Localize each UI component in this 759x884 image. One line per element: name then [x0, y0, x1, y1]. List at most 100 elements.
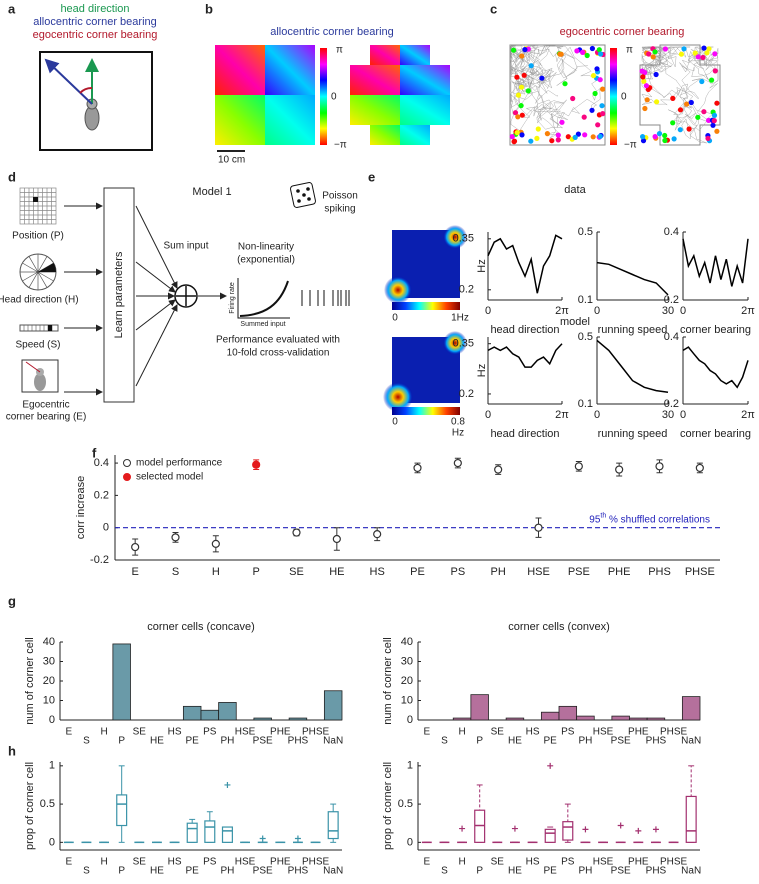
legend-marker	[123, 459, 131, 467]
y-tick-label: -0.2	[90, 554, 109, 566]
bar	[576, 715, 595, 721]
line-series	[596, 339, 669, 394]
x-tick-label: PS	[203, 727, 217, 738]
y-axis-label: Hz	[476, 364, 488, 377]
x-tick-label: PH	[491, 566, 506, 578]
x-tick-label: HS	[168, 857, 182, 868]
input-label: Speed (S)	[15, 340, 60, 351]
bar	[470, 694, 489, 721]
x-tick-label: PHS	[288, 866, 309, 877]
y-tick-label: 0.2	[664, 398, 679, 410]
spike-dot	[512, 110, 519, 116]
data-point	[373, 530, 382, 539]
x-tick-label: NaN	[323, 866, 343, 877]
spike-dot	[597, 77, 603, 83]
curve-axis-label: Firing rate	[229, 282, 236, 314]
x-tick-label: P	[252, 566, 259, 578]
spike-dot	[525, 88, 531, 94]
spike-dot	[670, 120, 676, 126]
y-tick-label: 20	[43, 675, 55, 687]
learn-label: Learn parameters	[113, 251, 125, 338]
spike-dot	[684, 101, 690, 107]
x-tick-label: PE	[410, 566, 425, 578]
spike-dot	[518, 84, 525, 90]
spike-dot	[650, 54, 656, 60]
x-tick-label: HE	[508, 736, 522, 747]
panel-label: h	[8, 743, 16, 758]
x-tick-label: HS	[370, 566, 385, 578]
y-tick-label: 0.4	[664, 226, 679, 238]
x-tick-label: NaN	[681, 866, 701, 877]
spike-dot	[544, 131, 551, 137]
colorbar-label: −π	[334, 140, 347, 151]
spike-dot	[706, 46, 712, 52]
x-tick-label: E	[131, 566, 138, 578]
spike-dot	[574, 48, 580, 54]
bar	[505, 717, 525, 721]
spike-dot	[662, 137, 668, 144]
x-tick-label: PHSE	[685, 566, 715, 578]
spike-dot	[582, 132, 588, 138]
x-tick-label: PH	[220, 866, 234, 877]
spike-dot	[511, 138, 518, 144]
input-label: corner bearing (E)	[6, 412, 87, 423]
bar	[200, 709, 220, 721]
spike-dot	[590, 73, 597, 79]
data-point	[131, 542, 140, 552]
x-tick-label: HE	[508, 866, 522, 877]
x-tick-label: PSE	[611, 866, 631, 877]
spike-dot	[714, 100, 720, 106]
x-axis-label: head direction	[490, 324, 559, 336]
bar	[629, 717, 648, 721]
line-series	[596, 261, 669, 296]
spike-dot	[592, 90, 598, 97]
legend-text: egocentric corner bearing	[33, 29, 158, 41]
spike-dot	[594, 66, 600, 72]
spike-dot	[643, 83, 650, 89]
spike-dot	[641, 78, 647, 84]
spike-dot	[521, 72, 527, 78]
panel-label: e	[368, 169, 375, 184]
spike-dot	[699, 78, 705, 85]
spike-dot	[701, 45, 707, 51]
x-tick-label: PH	[220, 736, 234, 747]
x-tick-label: H	[100, 727, 107, 738]
y-tick-label: 40	[43, 636, 55, 648]
x-tick-label: P	[476, 866, 483, 877]
x-tick-label: PHS	[646, 866, 667, 877]
colorbar-label: 0	[331, 92, 337, 103]
spike-dot	[714, 128, 720, 134]
y-tick-label: 0.4	[664, 331, 679, 343]
perf-label: Performance evaluated with	[216, 335, 340, 346]
x-tick-label: 0	[485, 409, 491, 421]
spike-dot	[598, 51, 604, 57]
x-tick-label: P	[118, 736, 125, 747]
data-point	[494, 465, 503, 474]
spike-dot	[515, 114, 521, 120]
spike-dot	[695, 54, 701, 60]
spike-dot	[534, 135, 540, 141]
x-tick-label: H	[458, 727, 465, 738]
y-tick-label: 0.5	[578, 226, 593, 238]
spike-dot	[705, 135, 711, 141]
colorbar-label: 0	[621, 92, 627, 103]
panel-title: egocentric corner bearing	[560, 26, 685, 38]
spike-dot	[565, 134, 571, 140]
y-tick-label: 1	[49, 760, 55, 772]
x-tick-label: PHS	[648, 566, 671, 578]
spike-dot	[662, 132, 668, 139]
poisson-label: Poisson	[322, 191, 358, 202]
spike-dot	[678, 51, 685, 57]
x-tick-label: HE	[150, 866, 164, 877]
spike-dot	[519, 53, 525, 59]
arena-diagram	[39, 51, 153, 151]
bar	[646, 717, 666, 721]
annotation: 95th % shuffled correlations	[589, 513, 710, 526]
curve-axis-label: Summed input	[240, 321, 285, 328]
legend-text: head direction	[60, 3, 129, 15]
poisson-label: spiking	[324, 204, 355, 215]
x-tick-label: 2π	[555, 305, 569, 317]
spike-dot	[562, 81, 568, 87]
x-tick-label: H	[212, 566, 220, 578]
spike-dot	[570, 95, 576, 102]
